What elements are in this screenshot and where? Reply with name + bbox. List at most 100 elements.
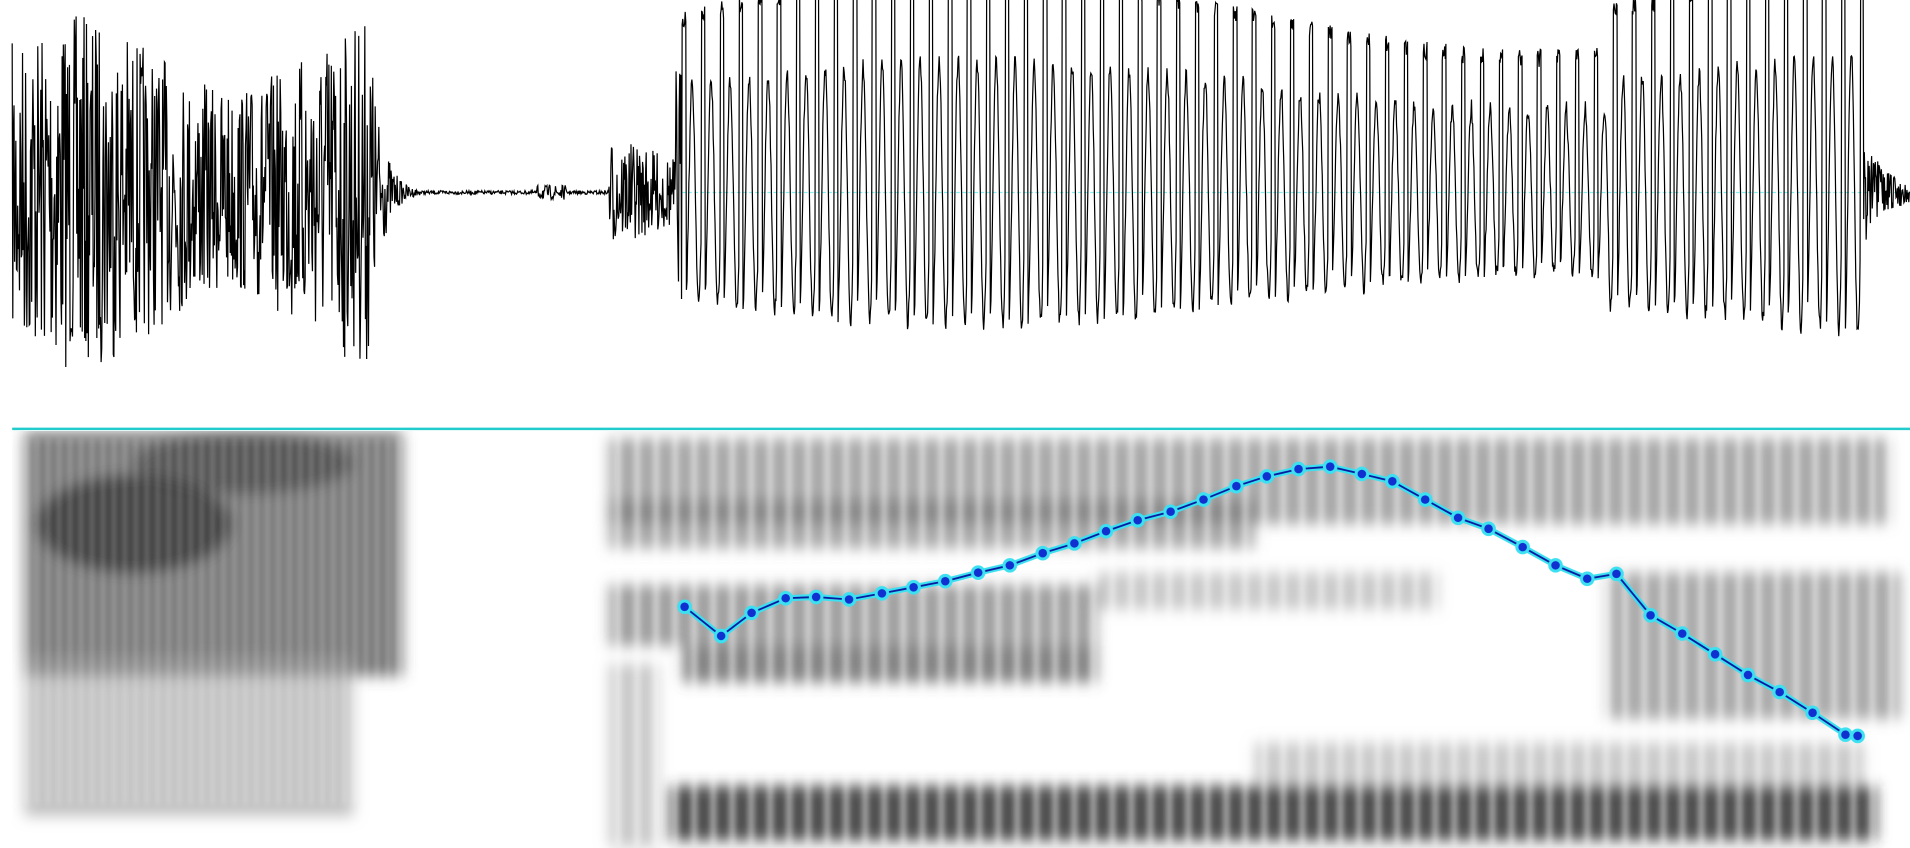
striation (221, 438, 226, 805)
striation (976, 432, 983, 847)
striation (1698, 432, 1705, 847)
pitch-point (1262, 472, 1272, 481)
striation (177, 438, 182, 805)
striation (188, 438, 193, 805)
striation (287, 438, 292, 805)
striation (1812, 432, 1819, 847)
pitch-point (716, 631, 726, 641)
pitch-point (1518, 542, 1527, 552)
striation (1641, 432, 1648, 847)
striation (1451, 432, 1458, 847)
striation (1033, 432, 1040, 847)
striation (1869, 432, 1876, 847)
striation (1090, 432, 1097, 847)
striation (1565, 432, 1572, 847)
striation (243, 438, 248, 805)
striation (79, 438, 83, 805)
striation (397, 438, 401, 805)
striation (265, 438, 270, 805)
striation (1128, 432, 1135, 847)
striation (748, 432, 755, 847)
striation (1413, 432, 1420, 847)
pitch-point (680, 602, 689, 612)
striation (710, 432, 717, 847)
striation (843, 432, 850, 847)
striation (1166, 432, 1173, 847)
pitch-point (877, 589, 887, 598)
striation (24, 438, 29, 805)
striation (1204, 432, 1211, 847)
striation (672, 432, 679, 847)
waveform (11, 0, 1910, 367)
striation (144, 438, 149, 805)
pitch-point (1582, 574, 1592, 583)
pitch-point (909, 583, 918, 592)
pitch-point (1038, 548, 1047, 558)
pitch-point (781, 593, 790, 603)
striation (881, 432, 888, 847)
pitch-point (1808, 708, 1817, 718)
striation (1014, 432, 1021, 847)
spectrogram-panel (24, 432, 1901, 847)
pitch-point (1612, 569, 1621, 579)
striation (653, 432, 660, 847)
striation (1394, 432, 1401, 847)
striation (232, 438, 237, 805)
striation (1071, 432, 1078, 847)
striation (1299, 432, 1306, 847)
striation (210, 438, 215, 805)
striation (155, 438, 160, 805)
striation (1280, 432, 1287, 847)
striation (331, 438, 335, 805)
striation (1584, 432, 1591, 847)
striation (1546, 432, 1553, 847)
striation (805, 432, 812, 847)
striation (1052, 432, 1059, 847)
striation (254, 438, 259, 805)
striation (342, 438, 346, 805)
striation (938, 432, 945, 847)
striation (995, 432, 1002, 847)
striation (68, 438, 72, 805)
striation (112, 438, 116, 805)
pitch-point (1005, 561, 1015, 570)
striation (1356, 432, 1363, 847)
striation (786, 432, 793, 847)
striation (767, 432, 774, 847)
pitch-point (973, 568, 983, 577)
pitch-point (1677, 629, 1687, 638)
striation (729, 432, 736, 847)
striation (1375, 432, 1382, 847)
striation (309, 438, 314, 805)
striation (957, 432, 964, 847)
pitch-point (1710, 650, 1720, 659)
striation (862, 432, 869, 847)
striation (353, 438, 357, 805)
pitch-point (1420, 495, 1430, 504)
pitch-point (1133, 515, 1142, 525)
striation (320, 438, 325, 805)
striation (1242, 432, 1249, 847)
striation (90, 438, 94, 805)
striation (1850, 432, 1857, 847)
striation (1109, 432, 1116, 847)
striation (1489, 432, 1496, 847)
striation (1660, 432, 1667, 847)
striation (166, 438, 171, 805)
striation (1622, 432, 1629, 847)
striation (1527, 432, 1534, 847)
pitch-point (1325, 462, 1335, 471)
striation (1432, 432, 1439, 847)
pitch-point (747, 608, 756, 618)
pitch-point (844, 595, 854, 604)
pitch-point (1070, 539, 1079, 548)
pitch-point (1166, 507, 1175, 516)
striation (46, 438, 50, 805)
striation (1717, 432, 1724, 847)
striation (1337, 432, 1344, 847)
pitch-point (1743, 670, 1753, 680)
pitch-point (1484, 524, 1493, 534)
striation (375, 438, 379, 805)
